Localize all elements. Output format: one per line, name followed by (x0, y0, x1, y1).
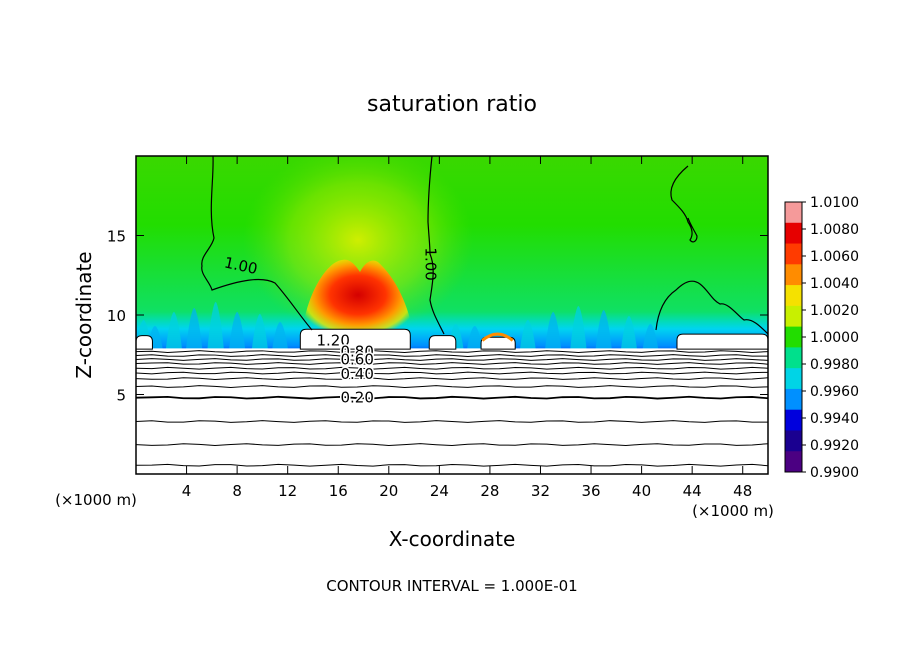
colorbar-swatch (785, 222, 802, 245)
y-tick-label: 5 (116, 387, 126, 405)
boundary-layer-spike (569, 306, 588, 359)
contour-label: 0.80 (340, 343, 373, 361)
contour-line (136, 395, 768, 400)
colorbar-swatch (785, 368, 802, 390)
x-axis-ticks: 4 8 12 16 20 24 28 32 36 40 44 48 (182, 156, 752, 500)
y-tick-label: 15 (107, 228, 126, 246)
dry-region (428, 335, 457, 350)
colorbar-swatch (785, 451, 802, 473)
colorbar: 1.0100 1.0080 1.0060 1.0040 1.0020 1.0000 0.99… (784, 195, 859, 481)
contour-1-00-right-mid (655, 280, 768, 335)
colorbar-tick-label: 0.9940 (810, 411, 859, 427)
colorbar-swatch (785, 285, 802, 307)
updraft-glow (243, 156, 473, 335)
contour-lines (201, 156, 768, 335)
colorbar-swatch (785, 347, 802, 369)
contour-line (136, 463, 768, 467)
x-tick-label: 12 (278, 482, 297, 500)
contour-interval-note: CONTOUR INTERVAL = 1.000E-01 (326, 577, 577, 595)
colorbar-swatch (785, 409, 802, 431)
contour-labels: 1.00 1.001.200.800.600.400.20 (223, 247, 440, 408)
x-axis-label: X-coordinate (389, 527, 516, 551)
contour-line (136, 350, 768, 353)
colorbar-swatch (785, 326, 802, 348)
colorbar-tick-label: 0.9980 (810, 357, 859, 373)
x-tick-label: 32 (531, 482, 550, 500)
y-axis-ticks: 5 10 15 (107, 228, 768, 405)
horizontal-contours (136, 350, 768, 467)
dry-region (676, 333, 768, 350)
colorbar-tick-label: 1.0040 (810, 276, 859, 292)
x-tick-label: 20 (379, 482, 398, 500)
contour-1-00-left (201, 156, 313, 331)
z-unit-label: (×1000 m) (692, 502, 774, 520)
boundary-layer-spike (544, 312, 563, 359)
colorbar-tick-label: 1.0060 (810, 249, 859, 265)
contour-line (136, 354, 768, 357)
x-tick-label: 24 (430, 482, 449, 500)
contour-label: 0.60 (340, 351, 373, 369)
colorbar-tick-label: 0.9920 (810, 438, 859, 454)
plot-area (136, 156, 768, 474)
colorbar-tick-label: 1.0000 (810, 330, 859, 346)
updraft-plume (302, 259, 414, 338)
boundary-layer-spike (206, 302, 225, 359)
boundary-layer-spike (619, 316, 638, 359)
y-axis-label: Z-coordinate (72, 251, 96, 378)
contour-line (136, 371, 768, 375)
colorbar-tick-label: 1.0080 (810, 222, 859, 238)
contour-1-00-right-top (670, 165, 698, 243)
colorbar-tick-label: 0.9900 (810, 465, 859, 481)
x-tick-label: 40 (632, 482, 651, 500)
x-tick-label: 48 (733, 482, 752, 500)
x-tick-label: 4 (182, 482, 192, 500)
colorbar-swatch (785, 202, 802, 224)
contour-line (136, 362, 768, 365)
contour-label: 1.20 (316, 331, 349, 349)
contour-label: 0.40 (340, 365, 373, 383)
colorbar-swatch (785, 430, 802, 452)
x-tick-label: 36 (581, 482, 600, 500)
boundary-layer-spike (250, 314, 269, 359)
colorbar-swatch (785, 243, 802, 265)
contour-line (136, 420, 768, 423)
colorbar-swatch (785, 305, 802, 328)
colorbar-tick-label: 0.9960 (810, 384, 859, 400)
colorbar-tick-label: 1.0020 (810, 303, 859, 319)
colorbar-tick-label: 1.0100 (810, 195, 859, 211)
y-tick-label: 10 (107, 307, 126, 325)
x-tick-label: 28 (480, 482, 499, 500)
boundary-layer-spike (185, 308, 204, 359)
boundary-layer-spike (228, 312, 247, 359)
x-tick-label: 16 (329, 482, 348, 500)
contour-1-00-middle (427, 156, 445, 335)
colorbar-swatch (785, 388, 802, 411)
supersaturated-fringe (481, 332, 514, 342)
contour-line (136, 377, 768, 381)
x-tick-label: 8 (232, 482, 242, 500)
dry-region (136, 335, 153, 350)
contour-line (136, 358, 768, 361)
contour-line (136, 385, 768, 388)
dry-region (299, 328, 411, 350)
x-tick-label: 44 (683, 482, 702, 500)
contour-label: 1.00 (422, 247, 440, 280)
chart-title: saturation ratio (367, 92, 537, 117)
contour-label: 0.20 (340, 389, 373, 407)
colorbar-swatch (785, 264, 802, 286)
boundary-layer-spike (164, 312, 183, 359)
x-unit-label: (×1000 m) (55, 491, 137, 509)
contour-line (136, 366, 768, 370)
boundary-layer-spike (594, 310, 613, 359)
contour-line (136, 443, 768, 446)
